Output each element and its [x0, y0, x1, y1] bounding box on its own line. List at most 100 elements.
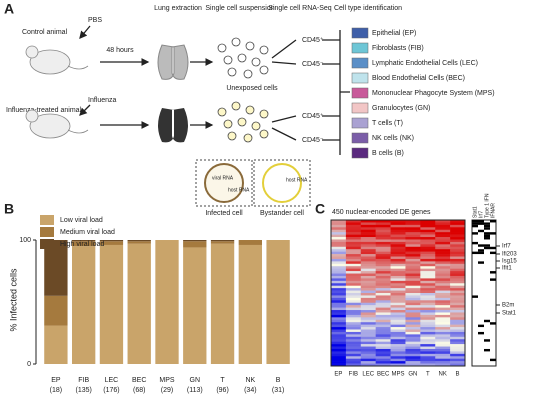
- legend-swatch: [40, 239, 54, 249]
- cell-type-swatch: [351, 57, 369, 69]
- heatmap-cell: [405, 261, 421, 265]
- heatmap-cell: [420, 227, 436, 231]
- heatmap-cell: [405, 244, 421, 248]
- heatmap-cell: [420, 220, 436, 223]
- x-count-label: (135): [75, 387, 91, 394]
- bar-segment: [266, 240, 290, 364]
- heatmap-cell: [375, 283, 391, 286]
- heatmap-cell: [360, 339, 376, 342]
- cell-type-label: Mononuclear Phagocyte System (MPS): [372, 90, 495, 97]
- heatmap-cell: [450, 336, 466, 340]
- heatmap-cell: [390, 297, 406, 301]
- heatmap-cell: [375, 363, 391, 367]
- heatmap-cell: [345, 249, 362, 252]
- heatmap-cell: [435, 271, 451, 274]
- heatmap-cell: [375, 336, 391, 340]
- heatmap-cell: [450, 302, 466, 306]
- heatmap-cell: [390, 273, 406, 277]
- heatmap-cell: [435, 353, 451, 357]
- bar-segment: [210, 243, 235, 364]
- cell-type-label: NK cells (NK): [372, 135, 414, 142]
- heatmap-cell: [420, 232, 436, 235]
- heatmap-cell: [331, 288, 347, 291]
- bar-segment: [72, 241, 96, 247]
- heatmap-cell: [420, 271, 436, 274]
- heatmap-cell: [420, 346, 436, 350]
- heatmap-cell: [435, 288, 451, 291]
- heatmap-cell: [360, 271, 376, 274]
- heatmap-column-label: MPS: [391, 372, 404, 378]
- heatmap-cell: [405, 266, 421, 269]
- heatmap-cell: [375, 361, 391, 364]
- heatmap-cell: [390, 329, 406, 333]
- heatmap-cell: [375, 339, 391, 342]
- heatmap-cell: [375, 268, 391, 272]
- heatmap-cell: [331, 290, 347, 294]
- heatmap-cell: [360, 334, 376, 338]
- heatmap-cell: [375, 256, 391, 260]
- heatmap-cell: [375, 263, 391, 267]
- label: viral RNA: [212, 175, 234, 181]
- heatmap-cell: [331, 351, 347, 355]
- heatmap-cell: [450, 356, 466, 359]
- heatmap-cell: [420, 310, 436, 313]
- heatmap-column-label: LEC: [362, 372, 374, 378]
- heatmap-cell: [435, 234, 451, 238]
- heatmap-cell: [375, 266, 391, 269]
- heatmap-cell: [345, 244, 362, 248]
- heatmap-cell: [360, 278, 376, 282]
- bar-segment: [155, 240, 179, 364]
- heatmap-cell: [375, 331, 391, 335]
- heatmap-cell: [390, 239, 406, 243]
- heatmap-cell: [375, 220, 391, 223]
- heatmap-cell: [435, 273, 451, 277]
- heatmap-cell: [420, 334, 436, 338]
- heatmap-cell: [345, 348, 362, 352]
- heatmap-cell: [450, 266, 466, 269]
- heatmap-cell: [375, 305, 391, 308]
- heatmap-cell: [405, 256, 421, 260]
- heatmap-cell: [331, 319, 347, 323]
- heatmap-cell: [390, 254, 406, 257]
- label: PBS: [88, 17, 102, 24]
- heatmap-cell: [375, 295, 391, 299]
- side-cell: [472, 251, 478, 255]
- heatmap-cell: [435, 327, 451, 330]
- arrow: [79, 25, 91, 39]
- y-axis-label: % Infected cells: [8, 268, 18, 332]
- heatmap-cell: [405, 348, 421, 352]
- heatmap-cell: [420, 258, 436, 262]
- heatmap-cell: [375, 275, 391, 279]
- heatmap-cell: [375, 324, 391, 328]
- heatmap-cell: [345, 317, 362, 321]
- heatmap-cell: [360, 273, 376, 277]
- heatmap-cell: [360, 293, 376, 296]
- heatmap-cell: [450, 310, 466, 313]
- side-cell: [472, 241, 478, 245]
- side-cell: [490, 246, 496, 250]
- heatmap-cell: [390, 263, 406, 267]
- side-cell: [490, 232, 496, 235]
- heatmap-cell: [345, 237, 362, 240]
- heatmap-cell: [405, 346, 421, 350]
- heatmap-cell: [405, 317, 421, 321]
- heatmap-cell: [360, 297, 376, 301]
- heatmap-cell: [405, 305, 421, 308]
- heatmap-cell: [345, 258, 362, 262]
- heatmap-cell: [450, 268, 466, 272]
- heatmap-cell: [420, 237, 436, 240]
- heatmap-cell: [405, 290, 421, 294]
- heatmap-cell: [345, 324, 362, 328]
- heatmap-cell: [420, 361, 436, 364]
- heatmap-cell: [420, 314, 436, 318]
- heatmap-cell: [345, 327, 362, 330]
- panel-label: C: [315, 201, 325, 217]
- heatmap-column-label: BEC: [377, 372, 390, 378]
- heatmap-cell: [375, 290, 391, 294]
- heatmap-cell: [345, 363, 362, 367]
- heatmap-cell: [405, 273, 421, 277]
- heatmap-cell: [360, 305, 376, 308]
- heatmap-cell: [405, 220, 421, 223]
- heatmap-cell: [360, 295, 376, 299]
- branch: [271, 39, 297, 141]
